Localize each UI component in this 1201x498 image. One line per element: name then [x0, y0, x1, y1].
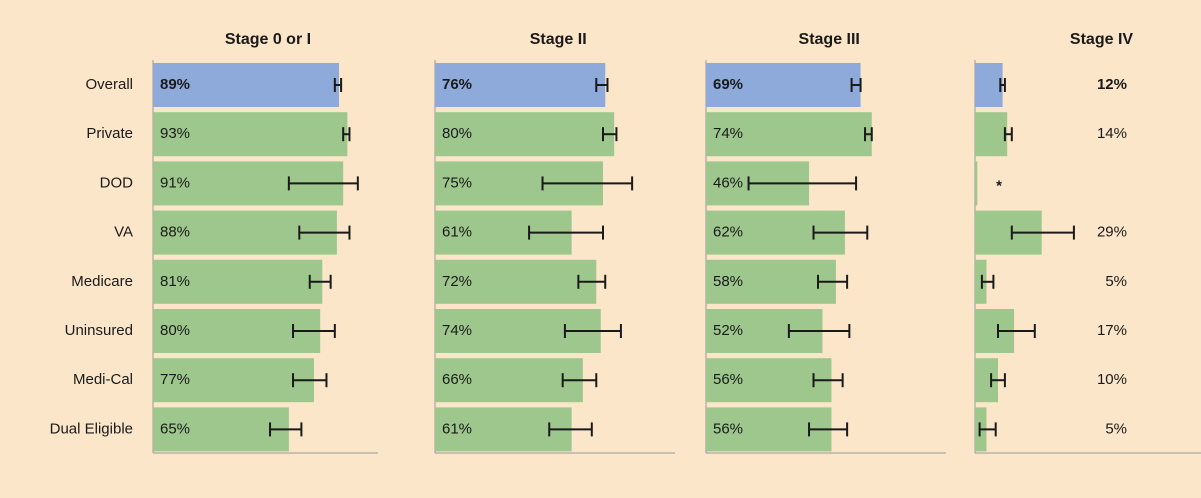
error-bar	[269, 422, 303, 437]
error-bar	[990, 373, 1006, 388]
value-label: 72%	[442, 273, 472, 290]
value-label: 56%	[713, 420, 743, 437]
error-bar	[978, 422, 997, 437]
error-bar	[577, 274, 607, 289]
error-bar	[342, 127, 351, 142]
bar	[975, 63, 1003, 107]
panel-title: Stage II	[530, 31, 587, 48]
error-bar	[808, 422, 849, 437]
value-label: 74%	[442, 322, 472, 339]
error-bar	[980, 274, 995, 289]
value-label: 14%	[1097, 125, 1127, 142]
value-label: 62%	[713, 224, 743, 241]
value-label: 80%	[160, 322, 190, 339]
error-bar	[1003, 127, 1013, 142]
value-label: 93%	[160, 125, 190, 142]
value-label: 91%	[160, 174, 190, 191]
error-bar	[563, 324, 622, 338]
category-label: Uninsured	[65, 322, 133, 339]
bar	[706, 358, 832, 403]
value-label: 52%	[713, 322, 743, 339]
category-label: Private	[86, 125, 133, 142]
value-label: 10%	[1097, 371, 1127, 388]
value-label: 89%	[160, 76, 190, 93]
error-bar	[548, 422, 593, 437]
error-bar	[333, 78, 343, 92]
bar	[153, 259, 323, 304]
category-label: DOD	[100, 174, 134, 191]
error-bar	[528, 225, 604, 240]
panel-title: Stage III	[799, 31, 860, 48]
bar	[706, 63, 861, 107]
error-bar	[541, 176, 634, 191]
category-label: Medi-Cal	[73, 371, 133, 388]
error-bar	[1010, 225, 1075, 240]
value-label: 65%	[160, 420, 190, 437]
category-label: Overall	[85, 76, 133, 93]
error-bar	[747, 176, 858, 191]
value-label: 5%	[1105, 420, 1127, 437]
value-label: 29%	[1097, 224, 1127, 241]
error-bar	[997, 324, 1036, 338]
category-label: Dual Eligible	[50, 420, 133, 437]
error-bar	[602, 127, 618, 142]
value-label: 5%	[1105, 273, 1127, 290]
bar	[975, 358, 998, 403]
error-bar	[308, 274, 332, 289]
panel-title: Stage IV	[1070, 31, 1133, 48]
value-label: 66%	[442, 371, 472, 388]
value-label: 76%	[442, 76, 472, 93]
error-bar	[812, 225, 869, 240]
bar	[153, 358, 314, 403]
bar	[975, 259, 987, 304]
value-label: 58%	[713, 273, 743, 290]
error-bar	[292, 324, 336, 338]
bar	[706, 112, 872, 157]
value-label: 74%	[713, 125, 743, 142]
bar	[153, 112, 348, 157]
error-bar	[595, 78, 609, 92]
category-label: Medicare	[71, 273, 133, 290]
error-bar	[864, 127, 873, 142]
error-bar	[787, 324, 851, 338]
value-label: 77%	[160, 371, 190, 388]
error-bar	[812, 373, 844, 388]
value-label: 12%	[1097, 76, 1127, 93]
value-label: 61%	[442, 420, 472, 437]
bar	[975, 161, 978, 206]
category-label: VA	[114, 224, 133, 241]
panel-title: Stage 0 or I	[225, 31, 311, 48]
bar	[435, 63, 606, 107]
error-bar	[298, 225, 351, 240]
bar	[975, 112, 1008, 157]
value-label: 61%	[442, 224, 472, 241]
error-bar	[561, 373, 598, 388]
value-label: 17%	[1097, 322, 1127, 339]
value-label: 56%	[713, 371, 743, 388]
bar	[706, 259, 836, 304]
value-label: 46%	[713, 174, 743, 191]
value-label: 81%	[160, 273, 190, 290]
value-label: 75%	[442, 174, 472, 191]
value-label: 88%	[160, 224, 190, 241]
value-label: 80%	[442, 125, 472, 142]
bar	[435, 358, 583, 403]
error-bar	[999, 78, 1006, 92]
bar	[435, 259, 597, 304]
error-bar	[817, 274, 849, 289]
bar	[435, 112, 615, 157]
value-label: *	[996, 177, 1002, 194]
value-label: 69%	[713, 76, 743, 93]
error-bar	[292, 373, 328, 388]
error-bar	[850, 78, 862, 92]
error-bar	[287, 176, 359, 191]
bar	[153, 407, 289, 452]
bar	[153, 63, 340, 107]
